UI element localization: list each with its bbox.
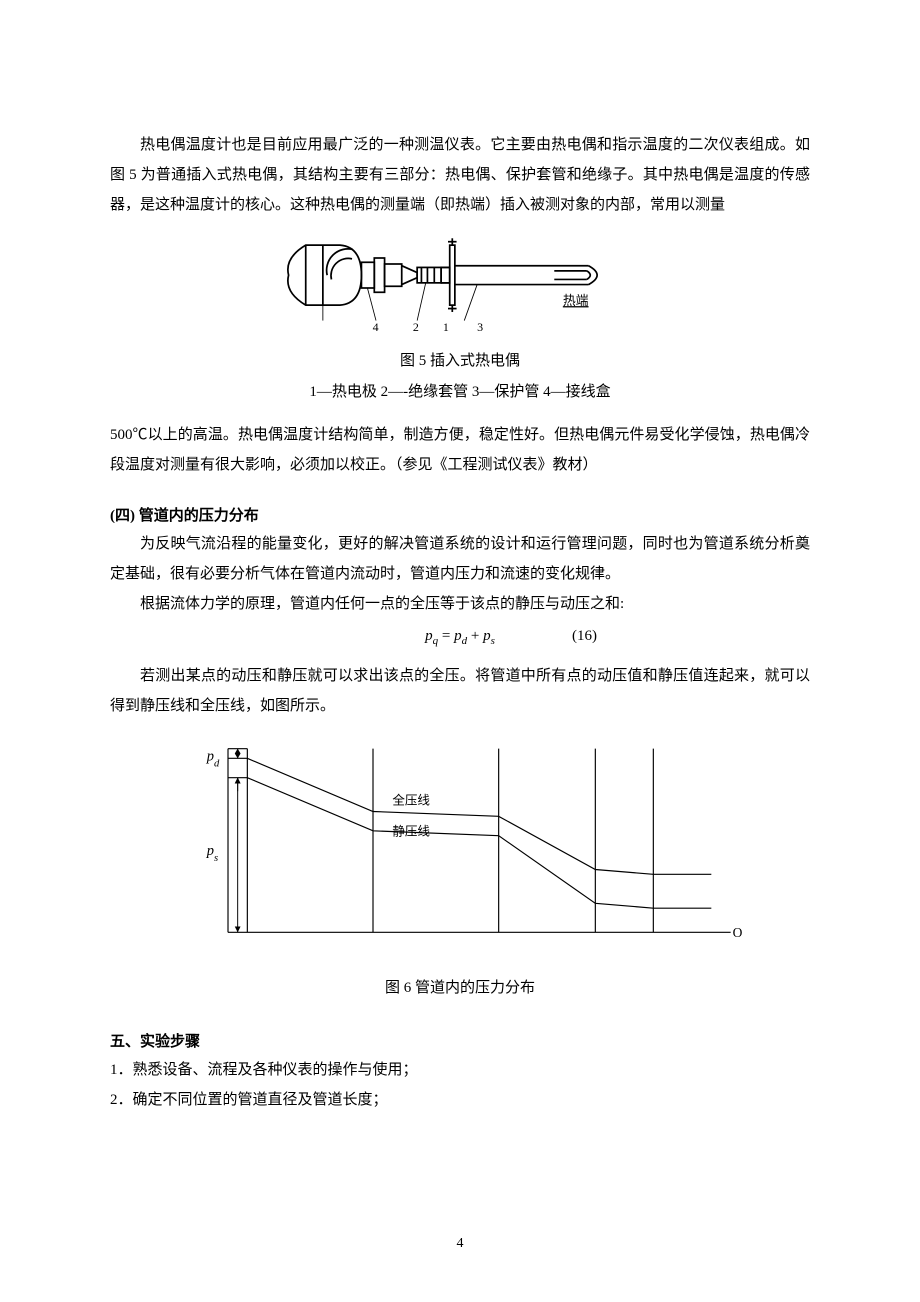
- eq16-r1-sub: d: [462, 635, 468, 647]
- section-5-title: 五、实验步骤: [110, 1030, 810, 1051]
- s4-p1: 为反映气流沿程的能量变化，更好的解决管道系统的设计和运行管理问题，同时也为管道系…: [110, 529, 810, 589]
- fig6-axis-origin-label: O: [733, 926, 743, 941]
- figure-5-block: 4 2 1 3 热端 图 5 插入式热电偶 1—热电极 2—-绝缘套管 3—保护…: [110, 228, 810, 406]
- figure-6-caption: 图 6 管道内的压力分布: [110, 975, 810, 1002]
- fig6-static-line-label: 静压线: [392, 825, 430, 839]
- fig5-label-4: 4: [373, 320, 379, 334]
- fig5-label-2: 2: [413, 320, 419, 334]
- paragraph-continued: 500℃以上的高温。热电偶温度计结构简单，制造方便，稳定性好。但热电偶元件易受化…: [110, 420, 810, 480]
- eq16-r2-sub: s: [491, 635, 495, 647]
- figure-5-diagram: 4 2 1 3 热端: [280, 228, 640, 339]
- figure-5-legend: 1—热电极 2—-绝缘套管 3—保护管 4—接线盒: [110, 379, 810, 406]
- page-number: 4: [457, 1236, 464, 1252]
- fig6-total-line-label: 全压线: [392, 793, 430, 808]
- fig6-pd-label: pd: [206, 749, 220, 770]
- fig5-label-hot-end: 热端: [563, 294, 589, 308]
- fig6-ps-label: ps: [206, 843, 218, 864]
- fig5-label-3: 3: [477, 320, 483, 334]
- paragraph-intro: 热电偶温度计也是目前应用最广泛的一种测温仪表。它主要由热电偶和指示温度的二次仪表…: [110, 130, 810, 220]
- eq16-lhs-sub: q: [433, 635, 439, 647]
- fig5-label-1: 1: [443, 320, 449, 334]
- s4-p3: 若测出某点的动压和静压就可以求出该点的全压。将管道中所有点的动压值和静压值连起来…: [110, 661, 810, 721]
- figure-6-block: pd ps 全压线静压线 O 图 6 管道内的压力分布: [110, 739, 810, 1001]
- figure-6-diagram: pd ps 全压线静压线 O: [170, 739, 750, 961]
- eq16-number: (16): [572, 621, 597, 651]
- eq16-lhs-var: p: [425, 628, 433, 644]
- s4-p2: 根据流体力学的原理，管道内任何一点的全压等于该点的静压与动压之和:: [110, 589, 810, 619]
- figure-5-caption: 图 5 插入式热电偶: [110, 348, 810, 375]
- step-1: 1．熟悉设备、流程及各种仪表的操作与使用；: [110, 1055, 810, 1085]
- equation-16: pq = pd + ps (16): [110, 621, 810, 651]
- step-2: 2．确定不同位置的管道直径及管道长度；: [110, 1085, 810, 1115]
- section-4-title: (四) 管道内的压力分布: [110, 504, 810, 525]
